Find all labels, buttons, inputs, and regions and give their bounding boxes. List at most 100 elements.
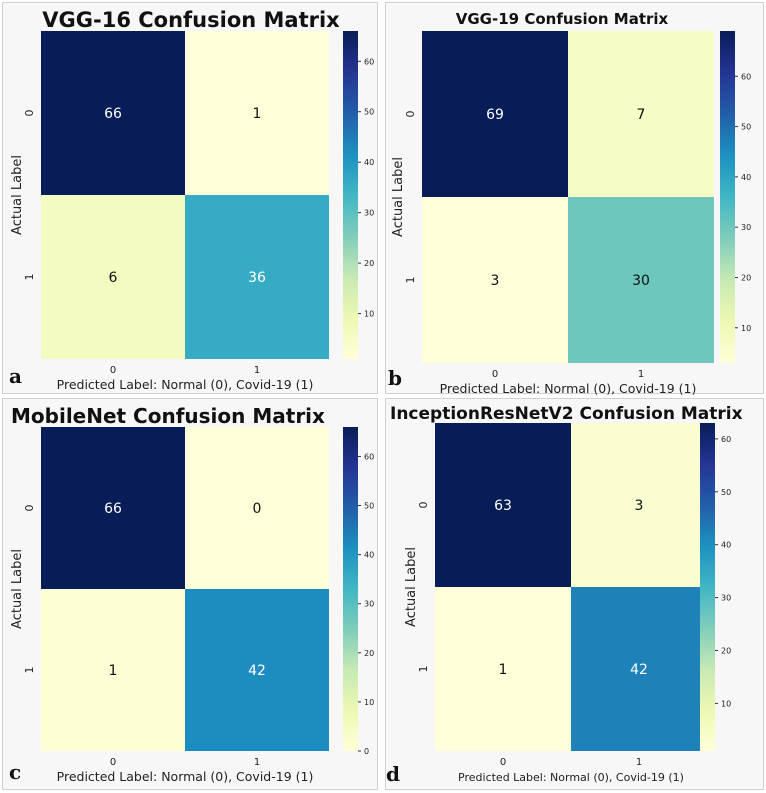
x-tick-label-b-1: 1 (638, 369, 644, 380)
colorbar-tick-label-b-5: 60 (741, 72, 751, 81)
colorbar-tick-label-c-1: 10 (364, 698, 374, 707)
x-tick-label-a-0: 0 (110, 365, 116, 376)
cell-label-d-r0-c1: 3 (635, 498, 644, 514)
y-tick-label-d-0: 0 (417, 502, 430, 509)
chart-d-title: InceptionResNetV2 Confusion Matrix (390, 404, 743, 424)
cell-label-a-r0-c1: 1 (253, 106, 262, 122)
y-tick-label-d-1: 1 (417, 666, 430, 673)
colorbar-tick-label-b-0: 10 (741, 324, 751, 333)
colorbar-tick-label-c-6: 60 (364, 452, 374, 461)
x-tick-label-a-1: 1 (254, 365, 260, 376)
heatmap-cell-b-r0-c0 (422, 31, 568, 197)
heatmap-cell-c-r1-c1 (185, 589, 329, 751)
heatmap-cell-a-r0-c0 (41, 31, 185, 195)
cell-label-b-r1-c0: 3 (491, 273, 500, 289)
x-axis-label-d: Predicted Label: Normal (0), Covid-19 (1… (458, 771, 684, 784)
panel-letter-b: b (388, 366, 402, 390)
cell-label-c-r1-c0: 1 (109, 663, 118, 679)
panel-letter-a: a (9, 364, 22, 388)
x-axis-label-b: Predicted Label: Normal (0), Covid-19 (1… (440, 381, 697, 396)
colorbar-tick-label-b-2: 30 (741, 223, 751, 232)
heatmap-cell-b-r1-c1 (568, 197, 714, 363)
cell-label-a-r1-c1: 36 (248, 270, 266, 286)
heatmap-cell-c-r0-c0 (41, 427, 185, 589)
y-axis-label-d: Actual Label (404, 547, 419, 627)
heatmap-cell-d-r1-c1 (571, 587, 707, 751)
heatmap-cell-d-r1-c0 (435, 587, 571, 751)
heatmap-cell-d-r0-c1 (571, 423, 707, 587)
heatmap-cell-c-r0-c1 (185, 427, 329, 589)
colorbar-tick-label-d-1: 20 (721, 646, 731, 655)
cell-label-b-r0-c1: 7 (637, 107, 646, 123)
colorbar-tick-label-d-5: 60 (721, 435, 731, 444)
heatmap-cell-b-r0-c1 (568, 31, 714, 197)
chart-a-title: VGG-16 Confusion Matrix (42, 8, 340, 32)
colorbar-tick-label-d-2: 30 (721, 594, 731, 603)
y-axis-label-a: Actual Label (10, 155, 25, 235)
colorbar-a (343, 31, 358, 359)
colorbar-tick-label-b-1: 20 (741, 273, 751, 282)
colorbar-tick-label-a-1: 20 (364, 259, 374, 268)
cell-label-c-r0-c1: 0 (253, 501, 262, 517)
x-axis-label-a: Predicted Label: Normal (0), Covid-19 (1… (57, 377, 314, 392)
x-tick-label-c-0: 0 (110, 757, 116, 768)
cell-label-c-r1-c1: 42 (248, 663, 266, 679)
panel-a: VGG-16 Confusion Matrix 66 1 6 36 0 1 Actual La… (2, 2, 378, 394)
x-tick-label-d-0: 0 (500, 757, 506, 768)
y-tick-label-b-1: 1 (404, 277, 417, 284)
chart-c-svg: MobileNet Confusion Matrix 66 0 1 42 0 1 Actual… (9, 404, 374, 784)
y-tick-label-c-1: 1 (23, 667, 36, 674)
y-tick-label-a-1: 1 (23, 274, 36, 281)
panel-letter-c: c (9, 760, 21, 784)
chart-b-title: VGG-19 Confusion Matrix (456, 10, 669, 28)
colorbar-tick-label-c-5: 50 (364, 502, 374, 511)
colorbar-tick-label-a-0: 10 (364, 310, 374, 319)
colorbar-d (700, 423, 715, 751)
colorbar-tick-label-d-3: 40 (721, 541, 731, 550)
x-tick-label-b-0: 0 (492, 369, 498, 380)
y-tick-label-a-0: 0 (23, 110, 36, 117)
colorbar-tick-label-a-2: 30 (364, 209, 374, 218)
colorbar-tick-label-d-0: 10 (721, 699, 731, 708)
colorbar-c (343, 427, 358, 751)
cell-label-d-r0-c0: 63 (494, 498, 512, 514)
y-tick-label-c-0: 0 (23, 505, 36, 512)
cell-label-d-r1-c1: 42 (630, 662, 648, 678)
colorbar-tick-label-c-4: 40 (364, 551, 374, 560)
colorbar-tick-label-d-4: 50 (721, 488, 731, 497)
heatmap-cell-a-r1-c0 (41, 195, 185, 359)
chart-c-title: MobileNet Confusion Matrix (11, 404, 325, 428)
colorbar-tick-label-a-3: 40 (364, 158, 374, 167)
y-axis-label-b: Actual Label (391, 157, 406, 237)
heatmap-cell-c-r1-c0 (41, 589, 185, 751)
panel-d: InceptionResNetV2 Confusion Matrix 63 3 1 42… (385, 398, 764, 790)
chart-b-svg: VGG-19 Confusion Matrix 69 7 3 30 0 1 Actual La… (388, 10, 751, 396)
heatmap-cell-a-r0-c1 (185, 31, 329, 195)
cell-label-a-r0-c0: 66 (104, 106, 122, 122)
colorbar-tick-label-c-0: 0 (364, 747, 369, 756)
panel-c: MobileNet Confusion Matrix 66 0 1 42 0 1 Actual… (2, 398, 378, 790)
colorbar-tick-label-a-4: 50 (364, 108, 374, 117)
cell-label-d-r1-c0: 1 (499, 662, 508, 678)
y-tick-label-b-0: 0 (404, 111, 417, 118)
heatmap-cell-b-r1-c0 (422, 197, 568, 363)
colorbar-tick-label-b-4: 50 (741, 123, 751, 132)
heatmap-cell-a-r1-c1 (185, 195, 329, 359)
x-tick-label-d-1: 1 (636, 757, 642, 768)
heatmap-cell-d-r0-c0 (435, 423, 571, 587)
cell-label-a-r1-c0: 6 (109, 270, 118, 286)
cell-label-b-r1-c1: 30 (632, 273, 650, 289)
y-axis-label-c: Actual Label (10, 549, 25, 629)
chart-d-svg: InceptionResNetV2 Confusion Matrix 63 3 1 42… (386, 404, 743, 786)
panel-b: VGG-19 Confusion Matrix 69 7 3 30 0 1 Actual La… (385, 2, 764, 396)
colorbar-tick-label-b-3: 40 (741, 173, 751, 182)
colorbar-tick-label-c-3: 30 (364, 600, 374, 609)
x-tick-label-c-1: 1 (254, 757, 260, 768)
cell-label-b-r0-c0: 69 (486, 107, 504, 123)
chart-a-svg: VGG-16 Confusion Matrix 66 1 6 36 0 1 Actual La… (9, 8, 374, 392)
cell-label-c-r0-c0: 66 (104, 501, 122, 517)
x-axis-label-c: Predicted Label: Normal (0), Covid-19 (1… (57, 769, 314, 784)
colorbar-b (720, 31, 735, 363)
panel-letter-d: d (386, 762, 400, 786)
colorbar-tick-label-a-5: 60 (364, 57, 374, 66)
